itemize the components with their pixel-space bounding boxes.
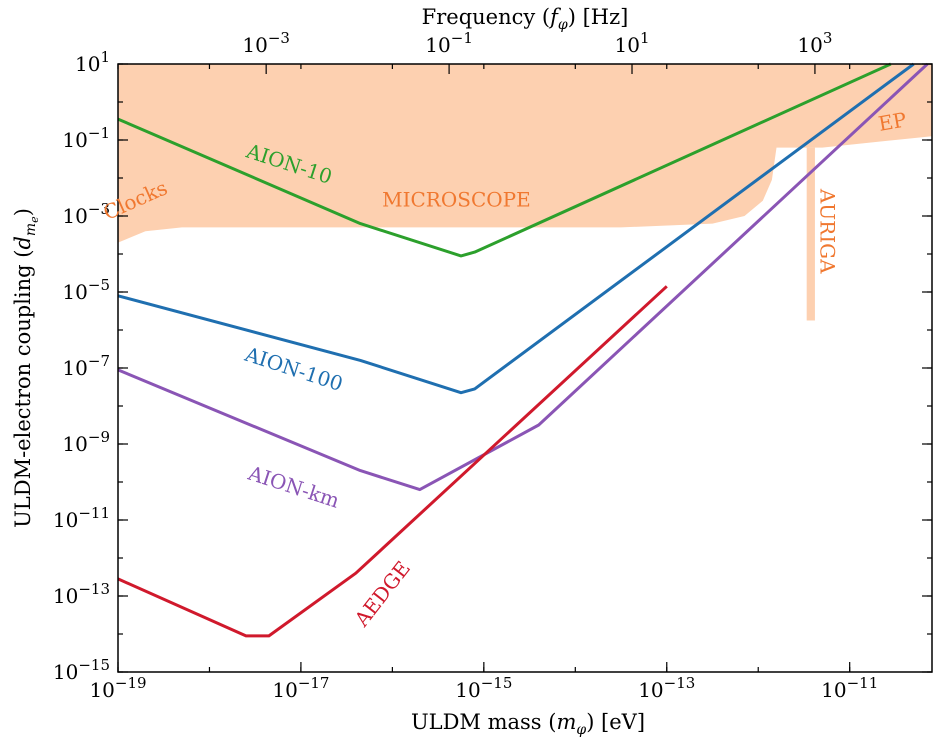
exclusion-label-auriga: AURIGA [815, 188, 839, 274]
x-tick-label: 10−11 [821, 674, 878, 702]
series-aedge-label: AEDGE [349, 556, 415, 631]
y-tick-label: 10−5 [62, 276, 110, 304]
top-axis-title: Frequency (fφ) [Hz] [422, 5, 629, 33]
exclusion-label-ep: EP [876, 107, 908, 136]
y-tick-label: 10−11 [53, 504, 110, 532]
y-tick-label: 10−13 [53, 580, 110, 608]
y-axis-title: ULDM-electron coupling (dme) [11, 208, 41, 528]
y-tick-label: 10−15 [53, 656, 110, 684]
exclusion-label-microscope: MICROSCOPE [382, 188, 531, 212]
auriga-band [806, 147, 815, 321]
x-tick-label: 10−15 [455, 674, 512, 702]
x-axis-title: ULDM mass (mφ) [eV] [411, 710, 645, 738]
y-tick-label: 10−7 [62, 352, 110, 380]
y-tick-label: 101 [75, 48, 110, 76]
series-aion-km-label: AION-km [245, 460, 343, 512]
top-tick-label: 101 [615, 29, 650, 57]
x-tick-label: 10−13 [638, 674, 695, 702]
y-tick-label: 10−1 [62, 124, 110, 152]
y-tick-label: 10−3 [62, 200, 110, 228]
x-tick-label: 10−19 [89, 674, 146, 702]
top-tick-label: 10−3 [242, 29, 290, 57]
x-tick-label: 10−17 [272, 674, 329, 702]
series-aion-100-line [117, 62, 915, 395]
y-tick-label: 10−9 [62, 428, 110, 456]
series-aion-km-line [117, 62, 929, 492]
top-tick-label: 10−1 [425, 29, 473, 57]
series-aion-10-line [117, 62, 892, 258]
excluded-region [118, 64, 932, 243]
series-aedge-line [117, 285, 668, 638]
series-aion-100-label: AION-100 [241, 342, 346, 396]
top-tick-label: 103 [797, 29, 832, 57]
